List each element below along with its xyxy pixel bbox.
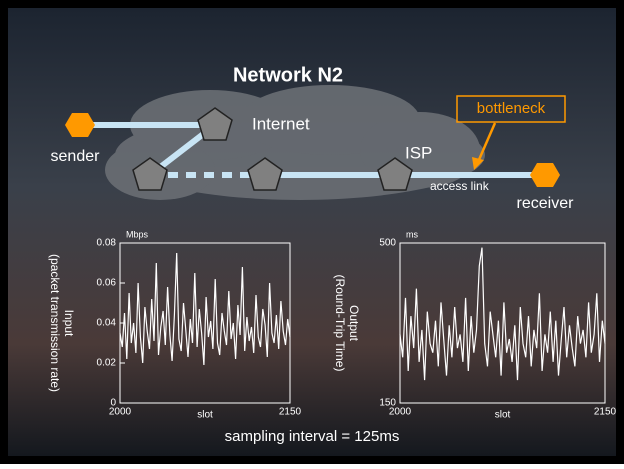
sender-label: sender [51, 148, 101, 165]
arrow-head [472, 157, 484, 170]
y-tick-label: 0.08 [97, 238, 117, 249]
x-tick-label: 2000 [109, 407, 132, 418]
y-tick-label: 150 [379, 398, 396, 409]
sender-node [65, 113, 95, 137]
y-tick-label: 0.04 [97, 318, 117, 329]
bottleneck-label: bottleneck [477, 100, 546, 117]
data-line [399, 247, 606, 381]
slide-title: Network N2 [233, 64, 343, 86]
receiver-label: receiver [517, 195, 575, 212]
bottleneck-arrow [476, 122, 497, 163]
y-unit: Mbps [126, 229, 149, 239]
x-tick-label: 2150 [594, 407, 617, 418]
x-axis-label: slot [495, 410, 511, 421]
y-tick-label: 0.02 [97, 358, 117, 369]
receiver-node [530, 163, 560, 187]
x-axis-label: slot [197, 410, 213, 421]
y-axis-label: Input [62, 310, 76, 337]
plot-area [399, 242, 606, 404]
internet-label: Internet [252, 114, 310, 133]
y-axis-label: (packet transmission rate) [48, 254, 62, 392]
background [8, 8, 616, 456]
y-tick-label: 500 [379, 238, 396, 249]
routers [132, 107, 413, 191]
y-tick-label: 0.06 [97, 278, 117, 289]
bottleneck-box [456, 95, 566, 123]
x-tick-label: 2150 [279, 407, 302, 418]
y-unit: ms [406, 229, 418, 239]
y-axis-label: (Round-Trip Time) [333, 275, 347, 372]
y-axis-label: Output [347, 305, 361, 342]
data-line [119, 252, 291, 366]
caption: sampling interval = 125ms [225, 428, 400, 445]
isp-label: ISP [405, 143, 432, 162]
access-link-label: access link [430, 179, 490, 193]
y-tick-label: 0 [110, 398, 116, 409]
x-tick-label: 2000 [389, 407, 412, 418]
